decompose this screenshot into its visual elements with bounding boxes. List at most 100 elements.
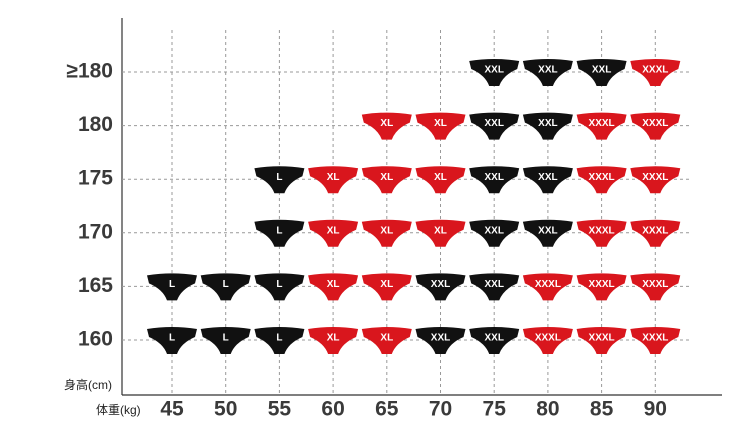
briefs-icon [254,166,305,194]
size-cell: XL [415,166,466,194]
size-cell: XXL [469,273,520,301]
briefs-icon [361,327,412,354]
size-label: L [276,279,282,290]
briefs-icon [469,112,520,140]
briefs-icon [630,327,681,354]
size-cell: L [254,273,305,301]
size-label: XXL [431,279,450,290]
size-label: L [276,225,282,236]
briefs-icon [576,273,627,301]
briefs-icon [361,166,412,194]
briefs-icon [308,327,359,354]
briefs-icon [522,273,573,301]
size-cell: L [200,327,251,354]
briefs-icon [630,59,681,86]
size-cell: XL [361,219,412,247]
briefs-icon [522,59,573,86]
size-label: XL [380,279,393,290]
size-cell: XXXL [630,327,681,354]
x-tick-label: 85 [590,398,614,421]
y-tick-label: ≥180 [66,60,113,83]
x-axis-label: 体重(kg) [96,403,141,417]
size-label: XL [434,225,447,236]
briefs-icon [469,166,520,194]
size-cell: L [147,273,197,301]
size-cell: XXL [469,59,520,86]
y-tick-label: 180 [78,113,113,136]
size-label: XXXL [642,279,668,290]
size-label: XXXL [589,172,615,183]
size-label: XXL [484,172,503,183]
briefs-icon [308,219,359,247]
size-cell: XL [308,166,359,194]
size-cell: XXL [522,219,573,247]
briefs-icon [415,112,466,140]
briefs-icon [200,327,251,354]
briefs-icon [522,112,573,140]
size-label: XXXL [642,333,668,344]
size-cell: XL [361,327,412,354]
briefs-icon [361,219,412,247]
size-label: XXL [592,65,611,76]
x-tick-label: 75 [483,398,507,421]
size-cell: XXL [469,166,520,194]
size-label: XXXL [589,333,615,344]
size-cell: XXXL [630,166,681,194]
size-label: XXXL [589,118,615,129]
size-cell: XXL [522,112,573,140]
size-label: XL [327,279,340,290]
size-label: XXXL [642,118,668,129]
size-cell: XXL [415,327,466,354]
x-tick-label: 55 [268,398,292,421]
size-label: L [169,333,175,344]
size-label: XL [434,172,447,183]
size-cell: XXL [469,219,520,247]
size-cell: XL [361,273,412,301]
briefs-icon [576,59,627,86]
size-cell: XXXL [576,219,627,247]
size-label: XXXL [642,65,668,76]
size-cell: XXXL [576,273,627,301]
size-label: XXXL [589,225,615,236]
x-tick-label: 70 [429,398,452,421]
briefs-icon [576,327,627,354]
y-tick-label: 175 [78,167,113,190]
size-label: XXL [484,225,503,236]
briefs-icon [576,166,627,194]
x-tick-label: 60 [321,398,344,421]
size-cell: XXXL [630,59,681,86]
size-cell: L [147,327,197,354]
size-label: XXL [431,333,450,344]
x-tick-label: 65 [375,398,399,421]
briefs-icon [361,273,412,301]
size-label: XXXL [642,225,668,236]
size-cell: XL [415,112,466,140]
size-cell: XXXL [576,166,627,194]
y-tick-label: 160 [78,328,113,351]
x-tick-label: 90 [644,398,667,421]
x-tick-label: 80 [536,398,559,421]
size-cell: XL [361,166,412,194]
size-label: XL [327,333,340,344]
size-cell: XXXL [576,327,627,354]
size-label: L [223,333,229,344]
size-cell: XL [308,219,359,247]
briefs-icon [469,59,520,86]
size-cell: XL [415,219,466,247]
y-tick-label: 170 [78,220,113,243]
size-label: L [169,279,175,290]
size-label: XXL [538,172,557,183]
size-label: L [276,333,282,344]
size-cell: XXL [415,273,466,301]
x-tick-label: 45 [160,398,184,421]
size-label: XXL [484,279,503,290]
size-cell: XL [361,112,412,140]
size-label: XXXL [535,333,561,344]
size-label: XL [327,225,340,236]
size-cell: L [254,166,305,194]
size-cell: L [254,219,305,247]
size-label: XXL [484,65,503,76]
size-cell: XL [308,327,359,354]
y-axis-label: 身高(cm) [64,377,112,392]
